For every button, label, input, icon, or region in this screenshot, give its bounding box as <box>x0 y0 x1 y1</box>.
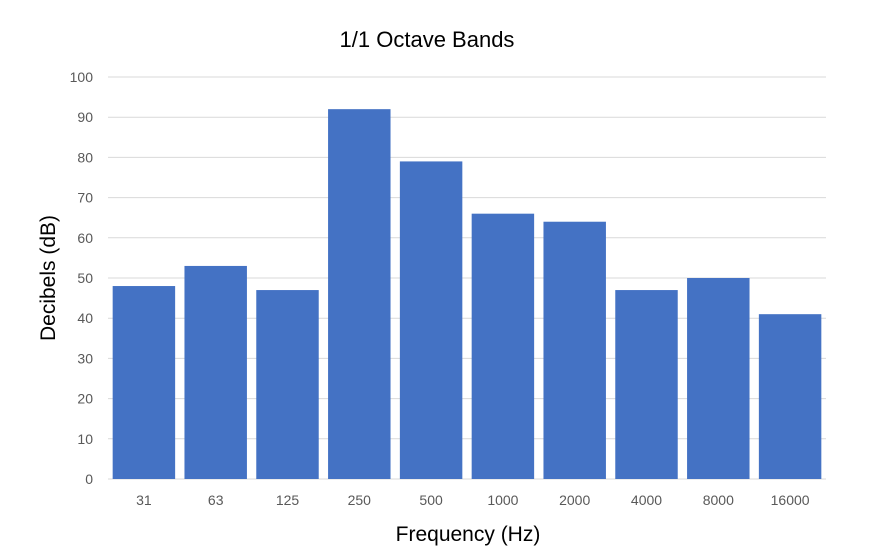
x-tick-label: 1000 <box>487 492 518 508</box>
x-tick-label: 16000 <box>771 492 810 508</box>
bar-125 <box>256 290 319 479</box>
bar-500 <box>399 161 463 480</box>
bar-63 <box>184 265 247 479</box>
y-tick-label: 0 <box>85 471 93 487</box>
bars <box>112 109 822 480</box>
bar-250 <box>328 109 391 479</box>
x-tick-label: 31 <box>136 492 152 508</box>
y-tick-label: 90 <box>77 109 93 125</box>
y-tick-label: 80 <box>77 149 93 165</box>
x-tick-label: 125 <box>276 492 300 508</box>
y-tick-label: 70 <box>77 190 93 206</box>
y-axis-title: Decibels (dB) <box>37 215 60 341</box>
x-axis-ticks: 31 63 125 250 500 1000 2000 4000 8000 16000 <box>136 492 810 508</box>
x-tick-label: 2000 <box>559 492 590 508</box>
x-tick-label: 63 <box>208 492 224 508</box>
bar-16000 <box>758 314 822 479</box>
chart-title: 1/1 Octave Bands <box>340 27 515 52</box>
x-tick-label: 250 <box>348 492 372 508</box>
x-tick-label: 4000 <box>631 492 662 508</box>
x-tick-label: 500 <box>419 492 443 508</box>
y-tick-label: 50 <box>77 270 93 286</box>
y-tick-label: 100 <box>70 69 94 85</box>
y-tick-label: 40 <box>77 310 93 326</box>
x-tick-label: 8000 <box>703 492 734 508</box>
y-tick-label: 30 <box>77 350 93 366</box>
y-tick-label: 20 <box>77 391 93 407</box>
bar-1000 <box>471 213 535 479</box>
y-tick-label: 10 <box>77 431 93 447</box>
bar-8000 <box>687 278 750 479</box>
y-tick-label: 60 <box>77 230 93 246</box>
y-axis-ticks: 0 10 20 30 40 50 60 70 80 90 100 <box>70 69 94 487</box>
bar-4000 <box>615 290 678 479</box>
bar-31 <box>112 286 176 479</box>
bar-2000 <box>543 221 606 479</box>
x-axis-title: Frequency (Hz) <box>396 523 541 546</box>
